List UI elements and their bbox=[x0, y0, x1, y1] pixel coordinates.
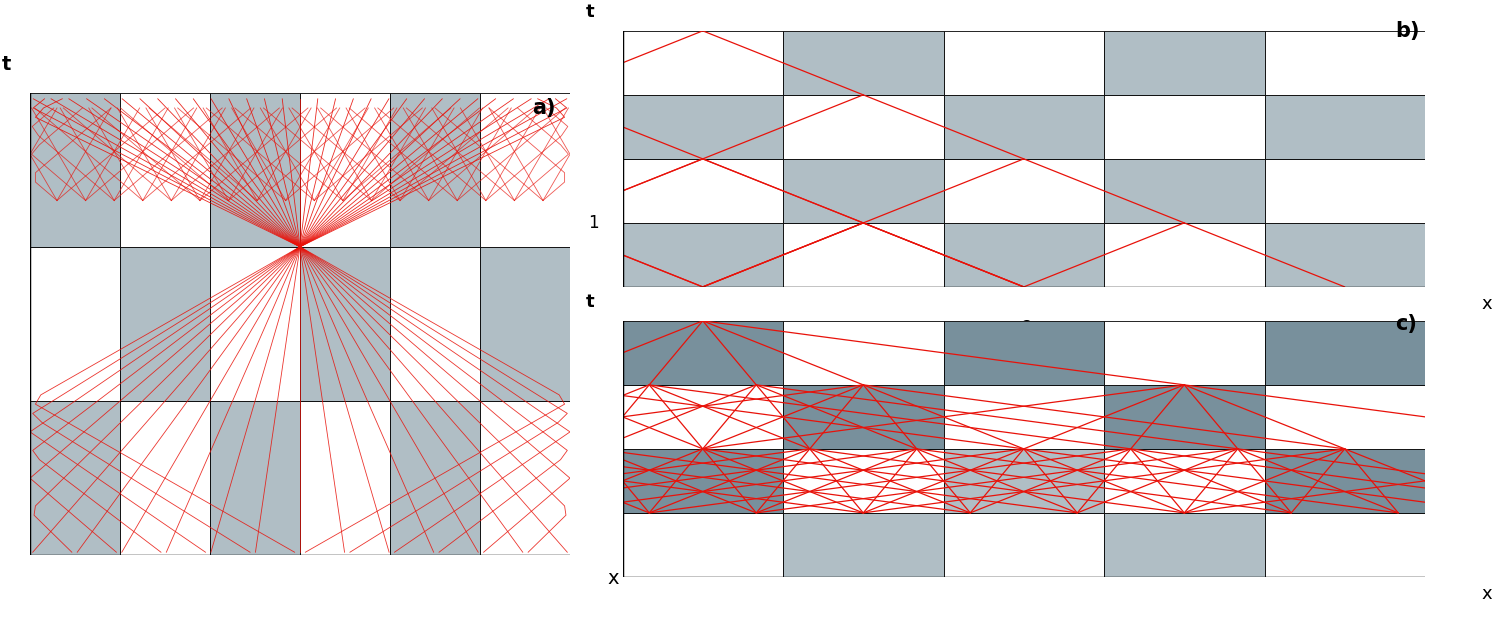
Bar bbox=[210, 401, 300, 555]
Bar bbox=[30, 247, 120, 401]
Bar bbox=[622, 223, 783, 287]
Bar bbox=[1264, 449, 1425, 513]
Bar bbox=[390, 401, 480, 555]
Bar bbox=[1264, 223, 1425, 287]
Bar bbox=[622, 449, 783, 513]
Bar bbox=[622, 31, 783, 95]
Text: b): b) bbox=[1395, 21, 1419, 41]
Bar bbox=[480, 401, 570, 555]
Bar bbox=[480, 93, 570, 247]
Bar bbox=[1264, 513, 1425, 577]
Text: c: c bbox=[1019, 316, 1029, 334]
Bar bbox=[944, 449, 1104, 513]
Bar bbox=[390, 93, 480, 247]
Bar bbox=[1264, 321, 1425, 385]
Bar bbox=[622, 513, 783, 577]
Bar bbox=[210, 247, 300, 401]
Text: c): c) bbox=[1395, 314, 1417, 334]
Bar bbox=[300, 93, 390, 247]
Bar bbox=[1104, 321, 1264, 385]
Text: t: t bbox=[586, 292, 594, 310]
Bar bbox=[944, 385, 1104, 449]
Bar bbox=[944, 95, 1104, 159]
Bar bbox=[783, 513, 944, 577]
Bar bbox=[1104, 95, 1264, 159]
Bar bbox=[210, 93, 300, 247]
Bar bbox=[30, 401, 120, 555]
Bar bbox=[783, 321, 944, 385]
Bar bbox=[1104, 223, 1264, 287]
Bar bbox=[300, 247, 390, 401]
Bar bbox=[1264, 385, 1425, 449]
Bar bbox=[944, 31, 1104, 95]
Bar bbox=[783, 385, 944, 449]
Bar bbox=[622, 159, 783, 223]
Bar bbox=[783, 31, 944, 95]
Bar bbox=[622, 95, 783, 159]
Bar bbox=[300, 401, 390, 555]
Bar bbox=[622, 385, 783, 449]
Bar bbox=[1104, 159, 1264, 223]
Text: x: x bbox=[1480, 584, 1492, 603]
Bar bbox=[783, 95, 944, 159]
Bar bbox=[944, 321, 1104, 385]
Text: x: x bbox=[608, 569, 619, 588]
Bar bbox=[120, 247, 210, 401]
Bar bbox=[1264, 95, 1425, 159]
Bar bbox=[944, 159, 1104, 223]
Bar bbox=[783, 449, 944, 513]
Bar bbox=[120, 401, 210, 555]
Bar bbox=[30, 93, 120, 247]
Bar bbox=[783, 159, 944, 223]
Bar bbox=[480, 247, 570, 401]
Text: t: t bbox=[2, 55, 10, 74]
Bar bbox=[1104, 31, 1264, 95]
Text: 1: 1 bbox=[588, 214, 598, 232]
Text: t: t bbox=[586, 2, 594, 20]
Bar bbox=[390, 247, 480, 401]
Bar bbox=[944, 513, 1104, 577]
Bar bbox=[1104, 449, 1264, 513]
Bar bbox=[944, 223, 1104, 287]
Bar bbox=[1104, 385, 1264, 449]
Bar bbox=[622, 321, 783, 385]
Text: a): a) bbox=[532, 98, 556, 118]
Bar bbox=[120, 93, 210, 247]
Bar bbox=[1264, 159, 1425, 223]
Bar bbox=[1104, 513, 1264, 577]
Bar bbox=[783, 223, 944, 287]
Bar bbox=[1264, 31, 1425, 95]
Text: x: x bbox=[1480, 294, 1492, 313]
